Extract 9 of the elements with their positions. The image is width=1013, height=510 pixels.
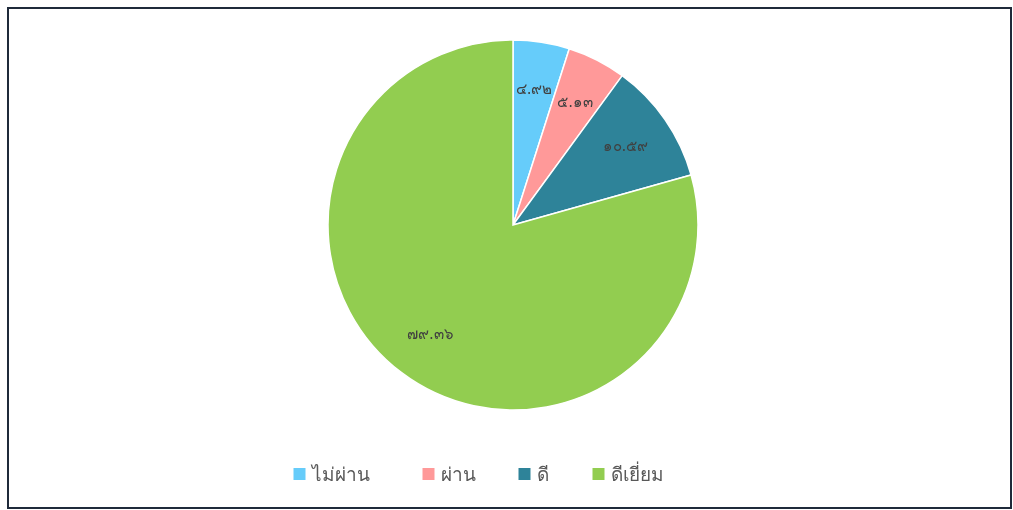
pie-slice	[327, 39, 699, 411]
legend-label: ดี	[536, 462, 549, 485]
data-label: ๕.๑๓	[557, 93, 593, 112]
legend-label: ผ่าน	[440, 462, 476, 485]
data-label: ๔.๙๒	[515, 80, 553, 99]
data-label: ๗๙.๓๖	[406, 324, 454, 343]
data-label: ๑๐.๕๙	[602, 137, 649, 156]
legend-label: ดีเยี่ยม	[610, 460, 664, 485]
legend-label: ไม่ผ่าน	[309, 462, 370, 485]
